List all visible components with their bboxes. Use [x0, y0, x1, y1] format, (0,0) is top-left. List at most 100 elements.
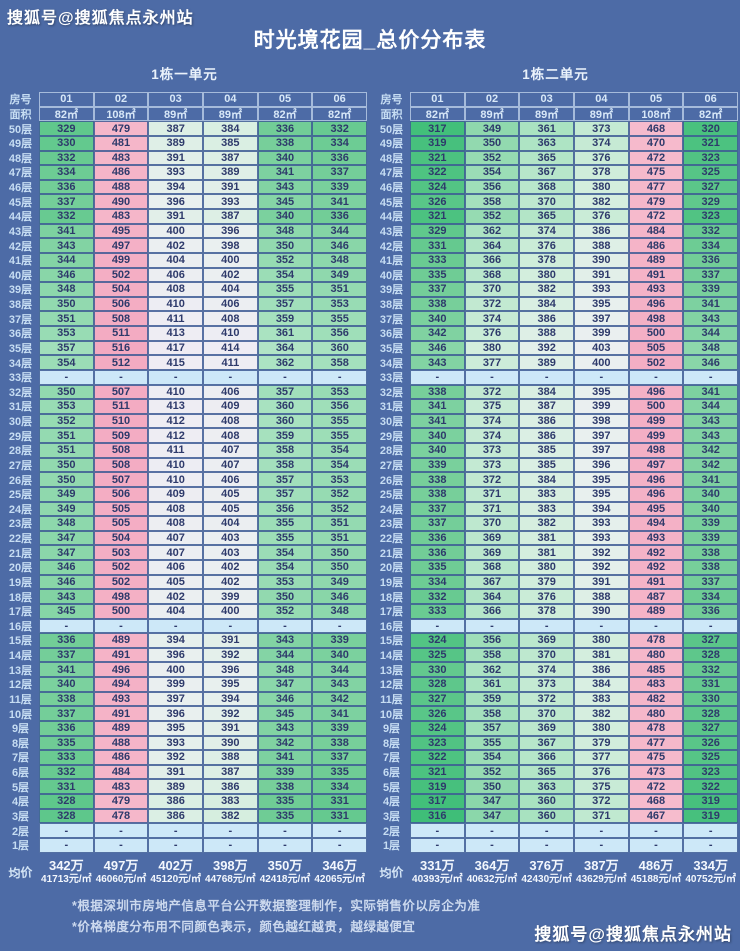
price-cell: 378 — [519, 252, 574, 268]
price-cell: 370 — [519, 647, 574, 663]
price-cell: 349 — [464, 121, 520, 136]
floor-label: 22层 — [8, 533, 33, 546]
price-cell: 405 — [148, 574, 203, 590]
price-cell: 330 — [683, 691, 738, 707]
price-cell: 360 — [519, 808, 574, 824]
price-cell: 505 — [628, 340, 684, 356]
price-cell: 403 — [203, 545, 258, 560]
area-header: 82㎡ — [312, 107, 367, 122]
price-cell: 331 — [312, 808, 367, 824]
price-cell: 356 — [464, 633, 520, 648]
price-cell: 323 — [683, 209, 738, 224]
price-cell: 504 — [93, 282, 149, 297]
price-cell: 387 — [203, 764, 258, 780]
price-cell: 317 — [410, 794, 465, 809]
price-cell: 331 — [312, 794, 367, 809]
price-cell: 498 — [628, 443, 684, 458]
price-cell: 360 — [257, 413, 313, 429]
price-cell: 382 — [519, 516, 574, 531]
price-cell: - — [203, 369, 258, 385]
price-cell: 496 — [628, 472, 684, 487]
price-cell: - — [464, 618, 520, 634]
floor-label: 37层 — [379, 313, 404, 326]
price-cell: 500 — [628, 399, 684, 414]
area-header: 108㎡ — [629, 107, 684, 122]
price-cell: 395 — [574, 384, 629, 400]
price-cell: 383 — [519, 501, 574, 517]
price-cell: 377 — [464, 355, 520, 370]
price-cell: 366 — [464, 603, 520, 619]
price-cell: 496 — [628, 296, 684, 312]
price-cell: 380 — [464, 340, 520, 356]
area-header: 89㎡ — [574, 107, 629, 122]
price-cell: 504 — [93, 530, 149, 546]
price-cell: 351 — [39, 311, 94, 326]
price-cell: 341 — [683, 296, 738, 312]
avg-unit-price: 44768元/㎡ — [205, 873, 256, 885]
price-cell: 347 — [39, 545, 94, 560]
price-cell: 345 — [257, 706, 313, 721]
price-cell: 350 — [312, 560, 367, 575]
price-cell: 339 — [683, 282, 738, 297]
avg-unit-price: 42430元/㎡ — [521, 873, 572, 885]
price-cell: 350 — [312, 545, 367, 560]
price-cell: 341 — [257, 165, 313, 180]
price-cell: - — [628, 823, 684, 838]
price-cell: 488 — [93, 179, 149, 195]
price-cell: 345 — [257, 194, 313, 209]
avg-unit-price: 42065元/㎡ — [314, 873, 365, 885]
price-cell: 487 — [628, 589, 684, 604]
price-cell: - — [148, 823, 203, 838]
price-cell: 329 — [39, 121, 94, 136]
avg-row-label: 均价 — [379, 864, 404, 881]
price-cell: 507 — [93, 472, 149, 487]
price-cell: 337 — [39, 647, 94, 663]
price-cell: 336 — [257, 121, 313, 136]
price-cell: - — [148, 618, 203, 634]
footnote-color-legend: *价格梯度分布用不同颜色表示，颜色越红越贵，越绿越便宜 — [72, 920, 416, 935]
floor-label: 20层 — [8, 562, 33, 575]
price-cell: 378 — [519, 603, 574, 619]
floor-label: 49层 — [8, 138, 33, 151]
price-cell: 359 — [257, 311, 313, 326]
price-cell: 380 — [519, 560, 574, 575]
avg-unit-price: 41713元/㎡ — [41, 873, 92, 885]
price-cell: 516 — [93, 340, 149, 356]
price-cell: 334 — [683, 589, 738, 604]
avg-price-row-unit-1: 均价 342万 41713元/㎡ 497万 46060元/㎡ 402万 45120元/㎡ 39… — [2, 856, 367, 889]
price-cell: 479 — [93, 121, 149, 136]
price-cell: 357 — [39, 340, 94, 356]
price-cell: 505 — [93, 516, 149, 531]
price-cell: 394 — [148, 633, 203, 648]
avg-price-cell: 342万 41713元/㎡ — [39, 856, 94, 889]
room-number-header: 01 — [410, 92, 465, 107]
price-cell: 319 — [683, 794, 738, 809]
price-cell: 336 — [312, 209, 367, 224]
price-cell: 405 — [203, 501, 258, 517]
price-cell: 376 — [574, 764, 629, 780]
floor-label: 2层 — [11, 825, 30, 838]
avg-price-cell: 486万 45188元/㎡ — [629, 856, 684, 889]
price-cell: 398 — [203, 238, 258, 253]
price-cell: 346 — [39, 574, 94, 590]
price-cell: 388 — [519, 326, 574, 341]
price-cell: 328 — [39, 794, 94, 809]
price-cell: 347 — [39, 530, 94, 546]
avg-price-cell: 402万 45120元/㎡ — [148, 856, 203, 889]
price-cell: 409 — [148, 486, 203, 502]
floor-label: 7层 — [11, 752, 30, 765]
floor-label: 45层 — [379, 196, 404, 209]
price-cell: 502 — [628, 355, 684, 370]
price-cell: 484 — [628, 223, 684, 239]
price-cell: 407 — [203, 457, 258, 473]
floor-label: 2层 — [382, 825, 401, 838]
price-cell: 384 — [519, 384, 574, 400]
price-cell: 348 — [257, 662, 313, 677]
price-cell: 370 — [464, 282, 520, 297]
price-cell: 332 — [39, 764, 94, 780]
price-cell: 357 — [257, 296, 313, 312]
price-cell: 408 — [203, 413, 258, 429]
price-cell: 492 — [628, 560, 684, 575]
price-cell: 376 — [464, 326, 520, 341]
price-cell: 370 — [464, 516, 520, 531]
